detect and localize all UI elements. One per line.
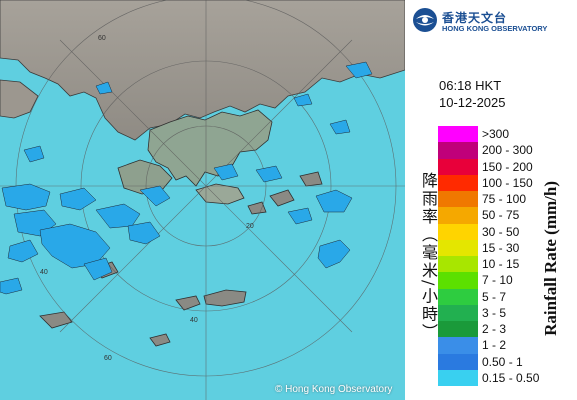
logo-name-zh: 香港天文台 [442, 11, 508, 25]
mainland [0, 0, 405, 141]
west-land [0, 79, 39, 119]
ring-label: 60 [104, 355, 112, 362]
legend-label: 150 - 200 [482, 159, 533, 174]
legend-swatch [438, 272, 478, 289]
legend-label: 75 - 100 [482, 192, 527, 206]
legend-item: 10 - 15 [438, 256, 570, 273]
legend-label: 1 - 2 [482, 338, 507, 353]
legend-label: 100 - 150 [482, 175, 533, 190]
legend-item: 50 - 75 [438, 207, 570, 224]
ring-label: 40 [40, 269, 48, 276]
legend-swatch [438, 337, 478, 354]
legend-item: 100 - 150 [438, 174, 570, 191]
legend-label: 0.50 - 1 [482, 354, 523, 369]
legend-item: 150 - 200 [438, 158, 570, 175]
legend-swatch [438, 369, 478, 386]
legend-label: 3 - 5 [482, 305, 507, 320]
legend-item: 7 - 10 [438, 272, 570, 289]
logo-name-en: HONG KONG OBSERVATORY [442, 24, 548, 33]
legend-item: 75 - 100 [438, 191, 570, 208]
legend-label: 5 - 7 [482, 289, 507, 304]
lantau-island [117, 159, 173, 195]
legend-item: 1 - 2 [438, 337, 570, 354]
legend-item: 200 - 300 [438, 142, 570, 159]
legend-swatch [438, 288, 478, 305]
radar-map: 60 60 40 40 20 © Hong Kong Observatory [0, 0, 405, 400]
observation-time: 06:18 HKT [439, 78, 502, 93]
legend-panel [405, 0, 577, 400]
legend-label: 10 - 15 [482, 257, 520, 271]
legend-item: 0.50 - 1 [438, 353, 570, 370]
ring-labels: 60 60 40 40 20 [40, 35, 254, 362]
legend-item: 0.15 - 0.50 [438, 369, 570, 386]
copyright-text: © Hong Kong Observatory [275, 384, 393, 395]
legend-swatch [438, 174, 478, 191]
legend-swatch [438, 321, 478, 338]
legend-label: 0.15 - 0.50 [482, 370, 540, 385]
radar-map-canvas: 60 60 40 40 20 [0, 0, 405, 400]
legend-item: 15 - 30 [438, 239, 570, 256]
legend-swatch [438, 142, 478, 159]
legend-title-zh: 降雨率（毫米/小時） [419, 172, 438, 342]
legend-label: 2 - 3 [482, 322, 507, 336]
legend-item: 30 - 50 [438, 223, 570, 240]
legend-swatch [438, 223, 478, 240]
ring-label: 60 [98, 35, 106, 42]
observation-date: 10-12-2025 [439, 95, 506, 110]
legend-item: >300 [438, 126, 570, 143]
legend-swatch [438, 353, 478, 370]
legend-swatch [438, 256, 478, 273]
legend-label: 30 - 50 [482, 224, 520, 239]
legend-item: 2 - 3 [438, 321, 570, 338]
hko-logo: 香港天文台 HONG KONG OBSERVATORY [412, 7, 572, 37]
legend-swatch [438, 239, 478, 256]
legend-item: 3 - 5 [438, 304, 570, 321]
legend-swatch [438, 191, 478, 208]
hko-logo-icon [413, 8, 437, 32]
legend-swatch [438, 304, 478, 321]
ring-label: 20 [246, 223, 254, 230]
rainfall-legend: >300 200 - 300 150 - 200 100 - 150 75 - 100 5… [438, 126, 570, 386]
legend-label: 200 - 300 [482, 143, 533, 158]
legend-label: >300 [482, 127, 510, 141]
ring-label: 40 [190, 317, 198, 324]
outlying-islands [39, 171, 323, 347]
legend-label: 7 - 10 [482, 273, 513, 288]
legend-item: 5 - 7 [438, 288, 570, 305]
legend-swatch [438, 158, 478, 175]
legend-swatch [438, 126, 478, 143]
legend-label: 15 - 30 [482, 240, 520, 255]
legend-label: 50 - 75 [482, 208, 520, 223]
legend-swatch [438, 207, 478, 224]
rain-echoes [0, 61, 373, 295]
